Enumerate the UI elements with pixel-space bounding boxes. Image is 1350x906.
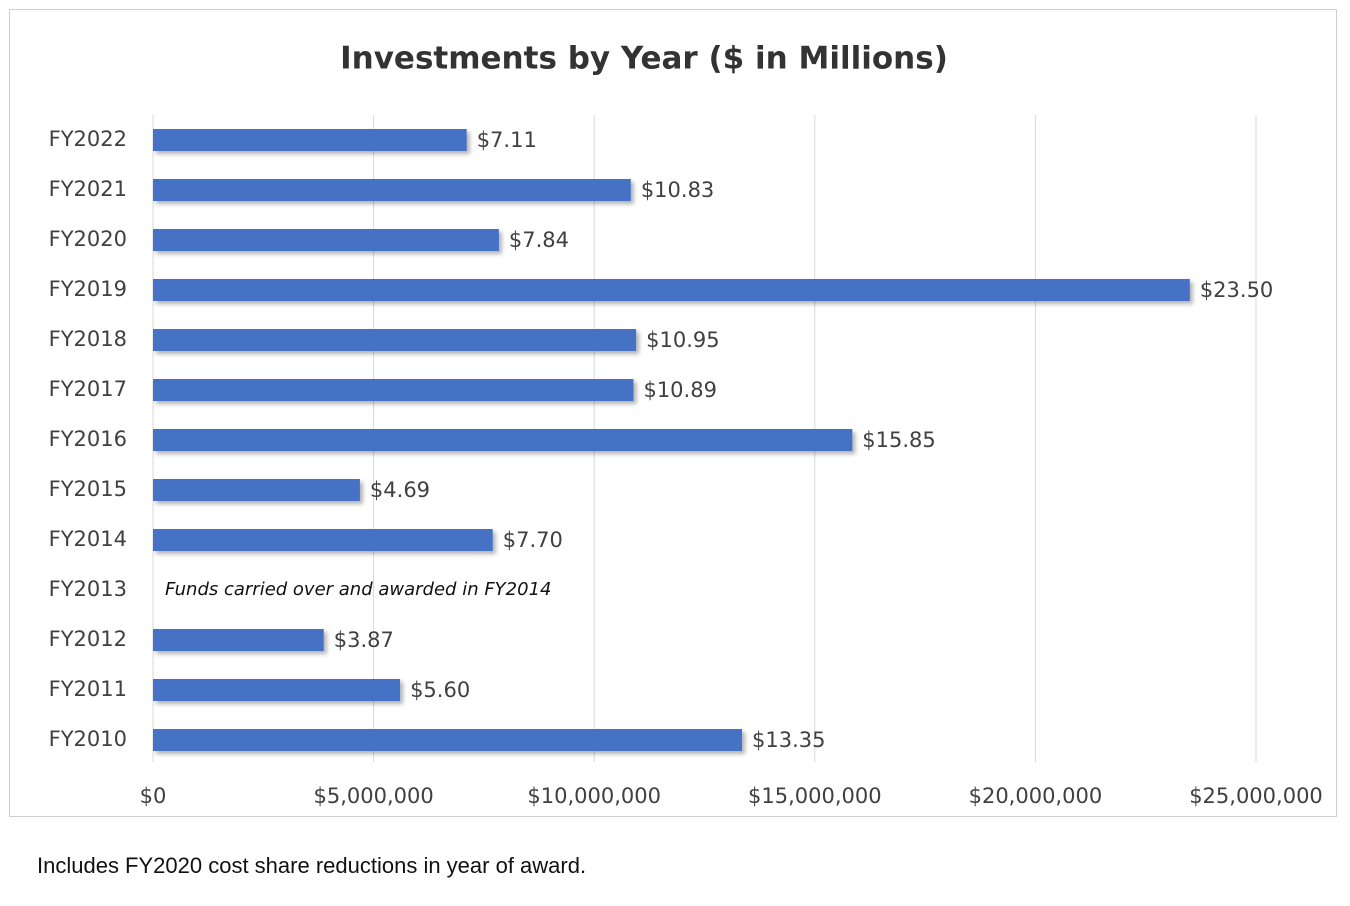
y-tick-label: FY2019 xyxy=(49,277,127,301)
data-label: $5.60 xyxy=(410,678,470,702)
bar xyxy=(153,729,743,751)
y-tick-label: FY2010 xyxy=(49,727,127,751)
data-label: $10.83 xyxy=(641,178,714,202)
x-tick-label: $10,000,000 xyxy=(527,784,661,808)
data-label: $15.85 xyxy=(862,428,935,452)
bar xyxy=(153,429,853,451)
data-label: $10.89 xyxy=(643,378,716,402)
y-tick-label: FY2020 xyxy=(49,227,127,251)
y-tick-label: FY2014 xyxy=(49,527,127,551)
x-tick-label: $20,000,000 xyxy=(969,784,1103,808)
x-tick-label: $25,000,000 xyxy=(1189,784,1323,808)
bar xyxy=(153,179,631,201)
y-tick-label: FY2012 xyxy=(49,627,127,651)
bar xyxy=(153,379,634,401)
y-tick-label: FY2017 xyxy=(49,377,127,401)
data-label: $7.11 xyxy=(477,128,537,152)
y-tick-label: FY2018 xyxy=(49,327,127,351)
bar xyxy=(153,279,1190,301)
data-label: $10.95 xyxy=(646,328,719,352)
y-tick-label: FY2015 xyxy=(49,477,127,501)
data-label: $7.70 xyxy=(503,528,563,552)
x-tick-label: $0 xyxy=(140,784,167,808)
bar xyxy=(153,679,401,701)
annotation: Funds carried over and awarded in FY2014 xyxy=(165,579,551,600)
data-label: $23.50 xyxy=(1200,278,1273,302)
data-label: $4.69 xyxy=(370,478,430,502)
data-label: $13.35 xyxy=(752,728,825,752)
data-label: $7.84 xyxy=(509,228,569,252)
data-label: $3.87 xyxy=(334,628,394,652)
bar xyxy=(153,629,324,651)
bar xyxy=(153,129,467,151)
bar xyxy=(153,229,499,251)
x-tick-label: $15,000,000 xyxy=(748,784,882,808)
chart-border xyxy=(9,9,1337,817)
y-tick-label: FY2022 xyxy=(49,127,127,151)
y-tick-label: FY2016 xyxy=(49,427,127,451)
x-tick-label: $5,000,000 xyxy=(313,784,433,808)
y-tick-label: FY2011 xyxy=(49,677,127,701)
bar xyxy=(153,329,637,351)
chart-title: Investments by Year ($ in Millions) xyxy=(340,41,948,77)
bar xyxy=(153,529,493,551)
y-tick-label: FY2013 xyxy=(49,577,127,601)
bar xyxy=(153,479,360,501)
y-tick-label: FY2021 xyxy=(49,177,127,201)
footnote: Includes FY2020 cost share reductions in… xyxy=(37,853,586,878)
